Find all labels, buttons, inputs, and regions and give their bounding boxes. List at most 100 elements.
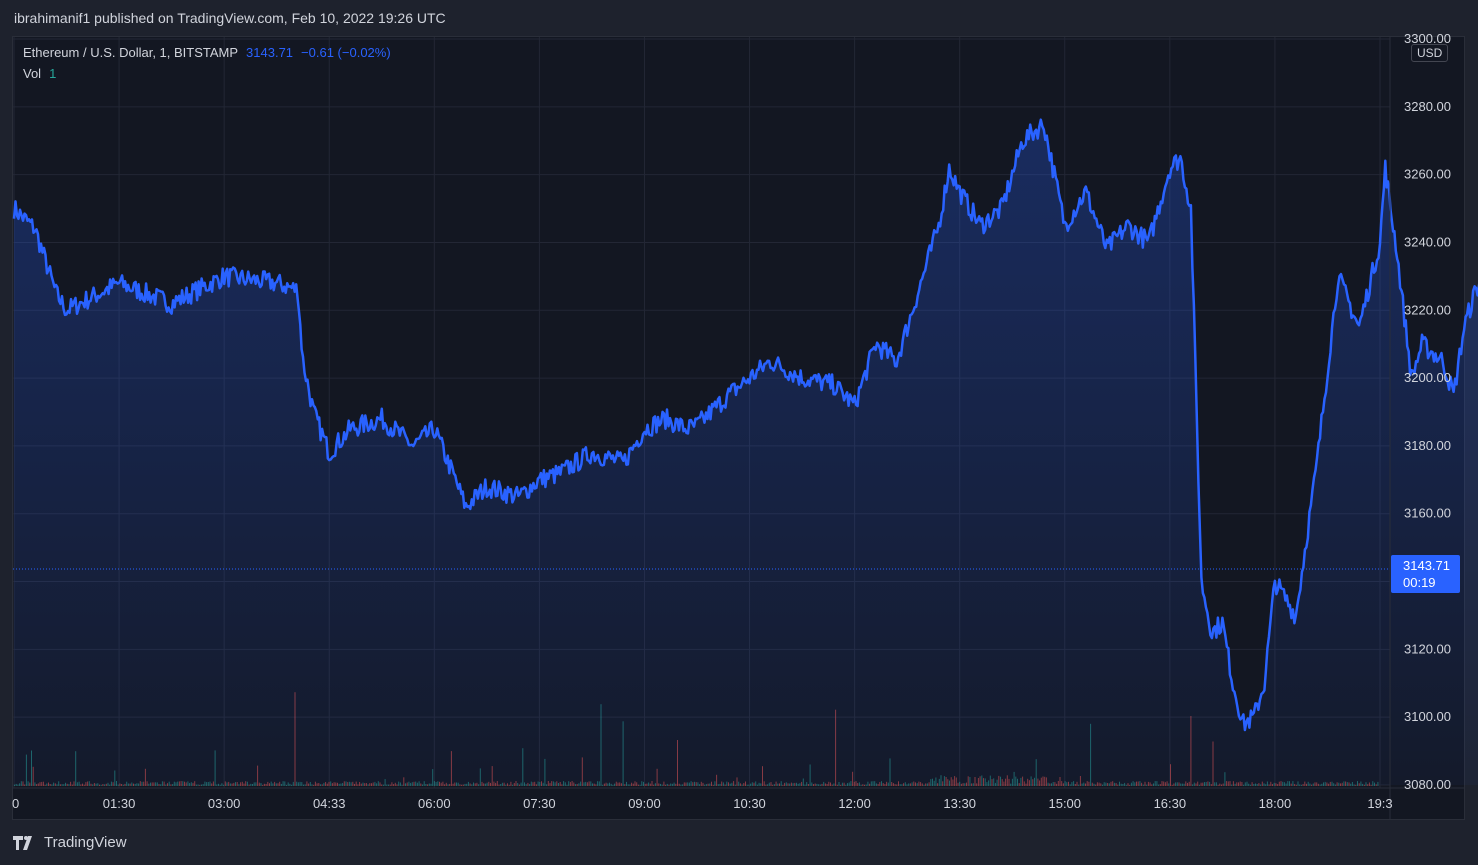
volume-bar: [773, 784, 775, 786]
volume-bar: [1300, 784, 1302, 786]
volume-bar: [535, 784, 537, 786]
volume-bar: [653, 784, 655, 786]
volume-bar: [575, 784, 576, 786]
volume-bar: [595, 784, 597, 786]
volume-bar: [61, 784, 63, 786]
volume-bar: [1272, 784, 1273, 786]
price-tag-countdown: 00:19: [1403, 575, 1436, 590]
volume-bar: [382, 784, 384, 786]
volume-bar: [860, 784, 862, 786]
volume-bar: [1367, 784, 1369, 786]
volume-bar: [1095, 784, 1097, 786]
volume-bar: [1151, 784, 1153, 786]
volume-bar: [1294, 784, 1296, 786]
tradingview-logo-icon: [13, 835, 32, 850]
volume-bar: [508, 784, 510, 786]
volume-bar: [444, 784, 446, 786]
volume-bar: [525, 784, 527, 786]
volume-bar: [896, 784, 898, 786]
volume-bar: [906, 784, 908, 786]
volume-bar: [1158, 784, 1160, 786]
volume-bar: [836, 784, 838, 786]
volume-bar: [104, 784, 106, 786]
volume-bar: [639, 785, 641, 786]
volume-bar: [462, 784, 464, 786]
volume-bar: [505, 784, 507, 786]
volume-bar: [712, 784, 714, 786]
volume-bar: [1375, 784, 1377, 786]
time-tick-label: 16:30: [1154, 796, 1187, 811]
volume-bar: [396, 784, 398, 786]
price-tick-label: 3080.00: [1404, 777, 1451, 792]
time-tick-label: 03:00: [208, 796, 241, 811]
volume-bar: [63, 784, 65, 786]
volume-bar: [1142, 784, 1144, 786]
volume-bar: [498, 784, 500, 786]
volume-bar: [831, 784, 833, 786]
volume-bar: [1319, 784, 1321, 786]
volume-bar: [1302, 784, 1304, 786]
volume-bar: [199, 785, 201, 786]
volume-bar: [1363, 784, 1365, 786]
volume-bar: [1069, 784, 1071, 786]
price-tick-label: 3300.00: [1404, 31, 1451, 46]
volume-bar: [427, 784, 429, 786]
volume-bar: [291, 784, 293, 786]
volume-bar: [388, 784, 389, 786]
volume-bar: [386, 784, 388, 786]
volume-bar: [381, 784, 383, 786]
volume-bar: [864, 784, 865, 786]
volume-bar: [518, 784, 520, 786]
volume-bar: [447, 784, 449, 786]
volume-bar: [1268, 784, 1270, 786]
volume-bar: [699, 784, 701, 786]
volume-bar: [389, 784, 391, 786]
currency-unit[interactable]: USD: [1411, 44, 1449, 62]
volume-bar: [1243, 784, 1245, 786]
volume-bar: [566, 784, 568, 786]
volume-bar: [109, 784, 111, 786]
volume-bar: [612, 785, 614, 786]
volume-bar: [248, 784, 250, 786]
volume-bar: [219, 784, 221, 786]
time-tick-label: 0: [12, 796, 19, 811]
volume-bar: [24, 784, 26, 786]
symbol-label: Ethereum / U.S. Dollar, 1, BITSTAMP: [23, 45, 239, 60]
volume-bar: [724, 784, 726, 786]
volume-bar: [321, 784, 323, 786]
volume-bar: [36, 784, 38, 786]
volume-bar: [1295, 784, 1297, 786]
volume-bar: [682, 784, 684, 786]
time-tick-label: 07:30: [523, 796, 556, 811]
volume-bar: [1260, 784, 1262, 786]
volume-bar: [746, 784, 748, 786]
volume-bar: [561, 784, 563, 786]
volume-bar: [865, 784, 867, 786]
volume-bar: [238, 784, 240, 786]
time-tick-label: 19:3: [1367, 796, 1392, 811]
time-tick-label: 04:33: [313, 796, 346, 811]
volume-bar: [624, 784, 626, 786]
volume-bar: [818, 784, 820, 786]
volume-bar: [704, 784, 706, 786]
volume-bar: [1102, 784, 1103, 786]
volume-bar: [51, 784, 53, 786]
time-tick-label: 01:30: [103, 796, 136, 811]
volume-bar: [734, 784, 736, 786]
price-tick-label: 3100.00: [1404, 709, 1451, 724]
volume-bar: [17, 784, 19, 786]
volume-bar: [471, 784, 473, 786]
volume-bar: [772, 784, 774, 786]
volume-bar: [195, 784, 197, 786]
price-tag-value: 3143.71: [1403, 558, 1450, 573]
price-tick-label: 3160.00: [1404, 506, 1451, 521]
volume-bar: [303, 784, 304, 786]
tradingview-logo[interactable]: TradingView: [13, 834, 127, 851]
price-tick-label: 3260.00: [1404, 167, 1451, 182]
volume-bar: [637, 784, 639, 786]
volume-bar: [627, 784, 629, 786]
volume-bar: [99, 784, 100, 786]
volume-bar: [68, 784, 70, 786]
volume-bar: [1311, 784, 1313, 786]
